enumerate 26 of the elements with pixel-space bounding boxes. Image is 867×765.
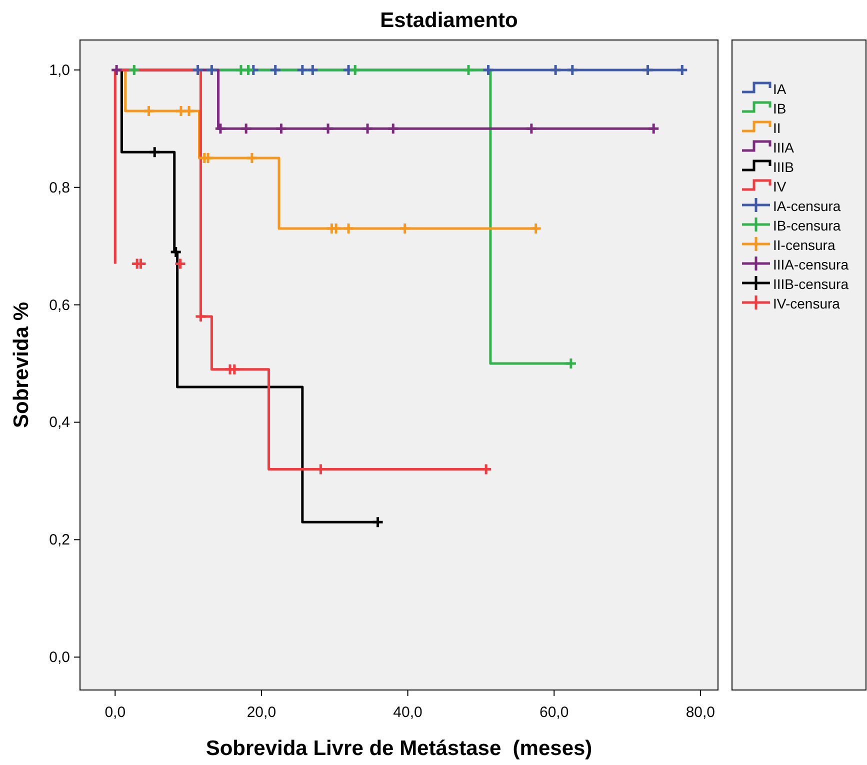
x-tick-label: 20,0 xyxy=(246,704,276,721)
y-tick-label: 0,6 xyxy=(49,296,70,314)
y-tick-label: 1,0 xyxy=(49,62,70,79)
legend-label: IIIB xyxy=(773,159,794,175)
x-tick-label: 60,0 xyxy=(540,704,569,721)
legend-label: IIIB-censura xyxy=(773,276,849,292)
legend-label: IB xyxy=(773,100,786,116)
legend-label: II-censura xyxy=(773,237,836,253)
x-axis-title: Sobrevida Livre de Metástase (meses) xyxy=(206,737,592,760)
chart-title: Estadiamento xyxy=(380,9,518,32)
y-tick-label: 0,4 xyxy=(49,414,70,432)
legend-label: IV-censura xyxy=(773,296,840,312)
legend-label: IV xyxy=(773,178,787,194)
legend-label: IA-censura xyxy=(773,198,841,214)
legend-label: IIIA xyxy=(773,140,795,156)
y-tick-label: 0,8 xyxy=(49,179,70,196)
x-tick-label: 80,0 xyxy=(686,704,716,721)
x-tick-label: 40,0 xyxy=(393,704,422,721)
legend-label: IIIA-censura xyxy=(773,256,849,272)
legend-label: IA xyxy=(773,81,787,97)
legend-label: II xyxy=(773,120,781,136)
y-axis-title: Sobrevida % xyxy=(10,302,33,428)
x-tick-label: 0,0 xyxy=(104,704,126,721)
legend-label: IB-censura xyxy=(773,218,841,234)
y-tick-label: 0,2 xyxy=(49,532,70,549)
y-tick-label: 0,0 xyxy=(49,649,70,666)
